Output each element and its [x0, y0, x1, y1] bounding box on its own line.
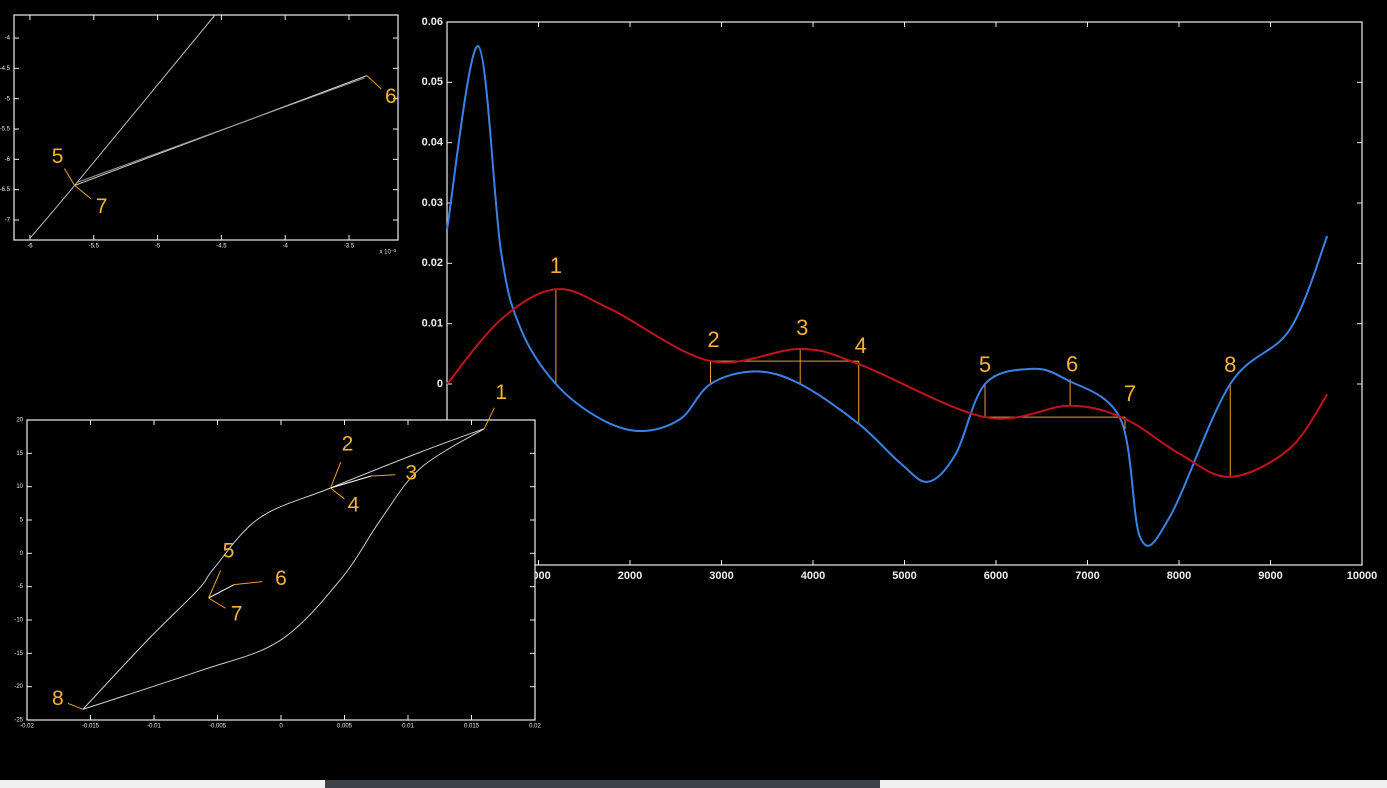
leader-line [233, 581, 263, 586]
leader-line [67, 702, 84, 710]
annotation-label: 3 [796, 315, 808, 340]
leader-line [330, 487, 345, 500]
x-tick-label: -5.5 [89, 244, 100, 250]
x-tick-label: 0.005 [337, 724, 353, 730]
leader-line [366, 75, 382, 90]
annotation-label: 2 [342, 433, 354, 456]
leader-line [63, 168, 76, 186]
x-tick-label: -0.02 [20, 724, 34, 730]
y-tick-label: -5 [5, 96, 11, 102]
leader-line [208, 570, 222, 599]
y-tick-label: -20 [14, 684, 23, 690]
x-tick-label: -4.5 [216, 244, 227, 250]
leader-line [371, 474, 396, 477]
x-tick-label: 6000 [984, 570, 1008, 582]
y-tick-label: -6 [5, 157, 11, 163]
series-line [208, 584, 235, 599]
y-tick-label: 0.02 [422, 257, 443, 269]
x-tick-label: -4 [283, 244, 289, 250]
x-tick-label: -5 [155, 244, 161, 250]
annotation-label: 1 [550, 253, 562, 278]
annotation-label: 5 [979, 352, 991, 377]
x-tick-label: -0.015 [82, 724, 100, 730]
x-tick-label: 9000 [1258, 570, 1282, 582]
plot-area [13, 14, 399, 241]
x-tick-label: -3.5 [344, 244, 355, 250]
leader-line [330, 462, 342, 489]
y-tick-label: -15 [14, 651, 23, 657]
x-tick-label: -6 [27, 244, 33, 250]
annotation-label: 6 [1066, 352, 1078, 377]
y-tick-label: -10 [14, 618, 23, 624]
plot-area [26, 419, 536, 721]
x-tick-label: 0 [279, 724, 283, 730]
x-tick-label: 0.01 [402, 724, 414, 730]
x-tick-label: 5000 [892, 570, 916, 582]
y-tick-label: 5 [20, 518, 24, 524]
y-tick-label: 0.01 [422, 318, 443, 330]
annotation-label: 7 [96, 195, 108, 218]
y-tick-label: -7 [5, 218, 11, 224]
leader-line [74, 185, 92, 200]
chart: -7 -6.5 -6 -5.5 -5 -4.5 -4 -6 -5.5 -5 -4.5 -4 -3.5 x … [0, 14, 399, 256]
series-line [82, 428, 485, 710]
annotation-label: 5 [223, 540, 235, 563]
series-line [446, 288, 1329, 478]
series-line [76, 77, 365, 183]
plot-area [446, 21, 1363, 566]
y-tick-label: 20 [16, 418, 23, 424]
annotation-label: 1 [495, 381, 507, 404]
y-tick-label: 10 [16, 484, 23, 490]
leader-line [208, 597, 226, 609]
annotation-label: 4 [855, 333, 867, 358]
series-line [446, 45, 1329, 547]
annotation-label: 5 [52, 145, 64, 168]
y-tick-label: 0 [20, 551, 24, 557]
series-line [82, 428, 485, 710]
x-tick-label: 3000 [709, 570, 733, 582]
annotation-label: 8 [1224, 352, 1236, 377]
annotation-label: 4 [348, 494, 360, 517]
x-tick-label: 2000 [618, 570, 642, 582]
annotation-label: 6 [385, 85, 397, 108]
annotation-label: 3 [405, 462, 417, 485]
annotation-label: 6 [275, 567, 287, 590]
y-tick-label: 15 [16, 451, 23, 457]
y-tick-label: -5 [18, 584, 24, 590]
series-line [330, 475, 372, 489]
x-tick-label: 10000 [1347, 570, 1378, 582]
y-tick-label: 0.05 [422, 76, 443, 88]
annotation-label: 2 [707, 327, 719, 352]
y-tick-label: 0.04 [422, 137, 444, 149]
y-tick-label: -4 [5, 36, 11, 42]
series-line [29, 14, 216, 239]
y-tick-label: -4.5 [0, 66, 11, 72]
annotation-label: 7 [231, 603, 243, 626]
x-tick-label: 7000 [1075, 570, 1099, 582]
y-tick-label: 0 [437, 378, 443, 390]
annotation-label: 8 [52, 687, 64, 710]
y-tick-label: 0.03 [422, 197, 443, 209]
x-tick-label: 8000 [1167, 570, 1191, 582]
x-axis-label: x 10⁻³ [379, 250, 396, 256]
y-tick-label: -6.5 [0, 187, 11, 193]
y-tick-label: -5.5 [0, 127, 11, 133]
leader-line [483, 407, 495, 429]
y-tick-label: 0.06 [422, 16, 443, 28]
x-tick-label: 4000 [801, 570, 825, 582]
annotation-label: 7 [1124, 381, 1136, 406]
x-tick-label: 0.02 [529, 724, 541, 730]
y-tick-label: -25 [14, 718, 23, 724]
scrollbar[interactable] [325, 780, 880, 788]
x-tick-label: 0.015 [464, 724, 480, 730]
x-tick-label: -0.005 [209, 724, 227, 730]
x-tick-label: -0.01 [147, 724, 161, 730]
